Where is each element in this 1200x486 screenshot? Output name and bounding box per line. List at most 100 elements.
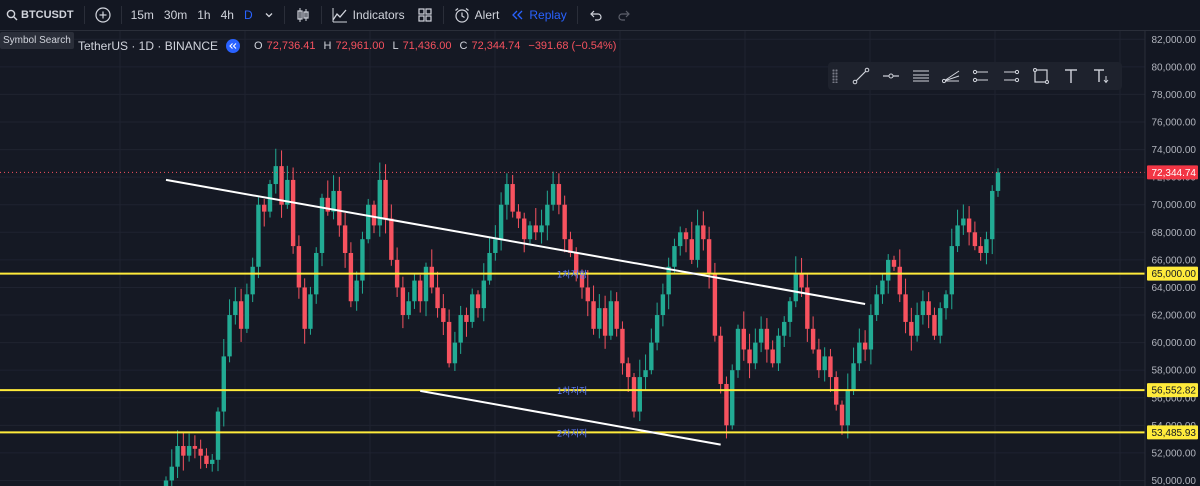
- candle-body: [285, 179, 290, 205]
- interval-1d[interactable]: D: [243, 8, 253, 22]
- candle-body: [319, 197, 325, 253]
- price-axis-background: [1145, 31, 1200, 486]
- candle-body: [429, 266, 434, 288]
- anchored-text-tool[interactable]: [1086, 62, 1116, 90]
- fib-fan-tool[interactable]: [936, 62, 966, 90]
- price-tick-label: 58,000.00: [1152, 366, 1197, 377]
- parallel-channel-tool[interactable]: [906, 62, 936, 90]
- current-price-tag: [1147, 165, 1198, 180]
- interval-15m[interactable]: 15m: [130, 8, 154, 22]
- price-axis[interactable]: 50,000.0052,000.0054,000.0056,000.0058,0…: [1144, 31, 1200, 486]
- fib-fan-icon: [942, 70, 960, 84]
- legend-high-value: 72,961.00: [335, 40, 385, 52]
- candle-body: [452, 342, 458, 364]
- candle-body: [163, 480, 169, 486]
- interval-dropdown[interactable]: [258, 0, 280, 30]
- candle-body: [227, 315, 232, 357]
- layout-templates-button[interactable]: [411, 0, 439, 30]
- indicators-button[interactable]: Indicators: [326, 0, 411, 30]
- candle-body: [747, 349, 752, 364]
- candle-body: [238, 301, 244, 329]
- candle-body: [412, 280, 417, 302]
- undo-button[interactable]: [582, 0, 610, 30]
- symbol-search-button[interactable]: BTCUSDT: [0, 0, 80, 30]
- candle-body: [533, 225, 538, 233]
- toolbar-divider: [283, 6, 285, 24]
- toolbar-divider: [83, 6, 85, 24]
- candles-icon: [297, 8, 309, 22]
- redo-button[interactable]: [610, 0, 638, 30]
- trendline-tool[interactable]: [846, 62, 876, 90]
- candle-body: [712, 273, 718, 336]
- date-range-tool[interactable]: [996, 62, 1026, 90]
- level-price-label: 56,552.82: [1152, 386, 1197, 397]
- trend-line: [165, 178, 866, 305]
- candle-body: [735, 328, 741, 371]
- legend-play-button[interactable]: [226, 39, 241, 53]
- candle-body: [389, 218, 394, 260]
- candle-body: [210, 459, 215, 464]
- candle-body: [308, 294, 313, 329]
- legend-change-value: −391.68 (−0.54%): [528, 40, 617, 52]
- candle-body: [464, 315, 469, 322]
- candle-body: [787, 301, 793, 322]
- rectangle-tool[interactable]: [1026, 62, 1056, 90]
- candle-body: [510, 184, 515, 212]
- candle-body: [568, 239, 573, 253]
- candle-body: [741, 328, 746, 350]
- candle-body: [782, 321, 787, 336]
- candle-body: [516, 211, 521, 219]
- price-tick-label: 50,000.00: [1152, 476, 1197, 486]
- candle-body: [868, 315, 874, 350]
- candle-body: [487, 252, 492, 281]
- candle-body: [631, 377, 637, 412]
- candle-body: [325, 197, 330, 212]
- candle-body: [857, 342, 862, 364]
- indicators-label: Indicators: [352, 8, 405, 22]
- candle-body: [498, 204, 504, 240]
- price-tick-label: 80,000.00: [1152, 62, 1197, 73]
- replay-button[interactable]: Replay: [505, 0, 572, 30]
- horizontal-line-tool[interactable]: [876, 62, 906, 90]
- candle-body: [296, 246, 302, 288]
- candle-body: [695, 225, 700, 260]
- candle-body: [181, 446, 186, 456]
- level-text: 1차지지: [557, 385, 588, 397]
- drag-handle-icon[interactable]: [832, 69, 838, 83]
- candle-body: [984, 239, 989, 253]
- alert-button[interactable]: Alert: [448, 0, 506, 30]
- top-toolbar: BTCUSDT 15m 30m 1h 4h D Indicators Alert…: [0, 0, 1200, 31]
- candle-body: [753, 342, 758, 364]
- price-range-tool[interactable]: [966, 62, 996, 90]
- candle-body: [423, 266, 429, 302]
- candle-body: [348, 252, 354, 302]
- interval-1h[interactable]: 1h: [197, 8, 211, 22]
- chart-type-button[interactable]: [289, 0, 317, 30]
- redo-icon: [618, 10, 630, 21]
- candle-body: [470, 294, 475, 322]
- price-tick-label: 56,000.00: [1152, 393, 1197, 404]
- interval-4h[interactable]: 4h: [220, 8, 234, 22]
- level-text: 1차저항: [557, 269, 588, 281]
- candle-body: [585, 287, 590, 302]
- interval-30m[interactable]: 30m: [163, 8, 188, 22]
- candle-body: [718, 335, 723, 384]
- add-symbol-button[interactable]: [89, 0, 117, 30]
- price-tick-label: 52,000.00: [1152, 448, 1197, 459]
- add-symbol-icon: [94, 7, 111, 23]
- candle-body: [978, 246, 983, 253]
- candle-body: [250, 266, 255, 295]
- candle-body: [862, 342, 868, 350]
- candle-body: [845, 390, 850, 426]
- undo-icon: [589, 10, 602, 21]
- candle-body: [522, 218, 527, 240]
- candle-body: [620, 328, 625, 364]
- candle-body: [666, 266, 671, 295]
- candle-body: [805, 287, 810, 329]
- candle-body: [233, 301, 238, 316]
- candle-body: [701, 225, 706, 240]
- toolbar-divider: [442, 6, 444, 24]
- price-tick-label: 78,000.00: [1152, 90, 1197, 101]
- text-tool[interactable]: [1056, 62, 1086, 90]
